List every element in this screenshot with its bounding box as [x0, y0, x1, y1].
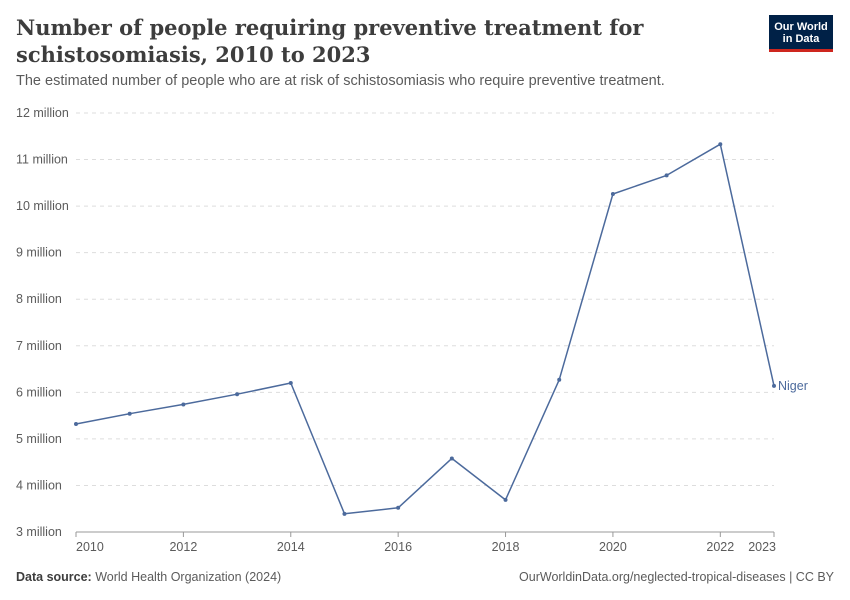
data-point[interactable] [503, 497, 508, 502]
x-tick-label: 2023 [748, 540, 776, 554]
data-point[interactable] [342, 511, 347, 516]
y-tick-label: 8 million [16, 292, 62, 306]
chart-subtitle: The estimated number of people who are a… [16, 73, 665, 89]
data-source-label: Data source: [16, 570, 92, 584]
y-tick-label: 4 million [16, 478, 62, 492]
chart-title: Number of people requiring preventive tr… [16, 15, 644, 67]
data-source: Data source: World Health Organization (… [16, 570, 281, 584]
grid-lines [76, 112, 774, 486]
source-url[interactable]: OurWorldinData.org/neglected-tropical-di… [519, 570, 834, 584]
data-point[interactable] [288, 381, 293, 386]
x-tick-label: 2016 [384, 540, 412, 554]
y-tick-label: 9 million [16, 246, 62, 260]
owid-logo[interactable]: Our World in Data [769, 15, 833, 52]
x-tick-label: 2020 [599, 540, 627, 554]
data-point[interactable] [396, 505, 401, 510]
x-tick-label: 2018 [492, 540, 520, 554]
data-point[interactable] [449, 456, 454, 461]
logo-line-1: Our World [774, 21, 828, 33]
x-axis [75, 531, 775, 537]
series-label[interactable]: Niger [778, 379, 808, 393]
y-tick-label: 3 million [16, 525, 62, 539]
y-tick-label: 12 million [16, 106, 69, 120]
y-tick-label: 7 million [16, 339, 62, 353]
x-axis-labels: 2010 2012 2014 2016 2018 2020 2022 2023 [76, 540, 776, 554]
data-point[interactable] [718, 142, 723, 147]
data-point[interactable] [557, 377, 562, 382]
data-point[interactable] [181, 402, 186, 407]
x-tick-label: 2014 [277, 540, 305, 554]
y-tick-label: 10 million [16, 199, 69, 213]
data-point[interactable] [610, 192, 615, 197]
logo-line-2: in Data [782, 33, 820, 45]
x-tick-label: 2012 [169, 540, 197, 554]
y-tick-label: 6 million [16, 385, 62, 399]
data-point[interactable] [74, 421, 78, 426]
line-chart: 3 million 4 million 5 million 6 million 7 mi… [16, 106, 808, 554]
series-layer: Niger [74, 142, 808, 516]
data-point[interactable] [127, 411, 132, 416]
data-point[interactable] [235, 392, 240, 397]
y-tick-label: 5 million [16, 432, 62, 446]
series-line-niger[interactable] [75, 143, 775, 515]
y-axis-labels: 3 million 4 million 5 million 6 million 7 mi… [16, 106, 69, 539]
y-tick-label: 11 million [16, 153, 68, 167]
x-tick-label: 2010 [76, 540, 104, 554]
x-tick-label: 2022 [706, 540, 734, 554]
data-point[interactable] [664, 173, 669, 178]
data-point[interactable] [772, 383, 776, 388]
data-source-text[interactable]: World Health Organization (2024) [95, 570, 282, 584]
